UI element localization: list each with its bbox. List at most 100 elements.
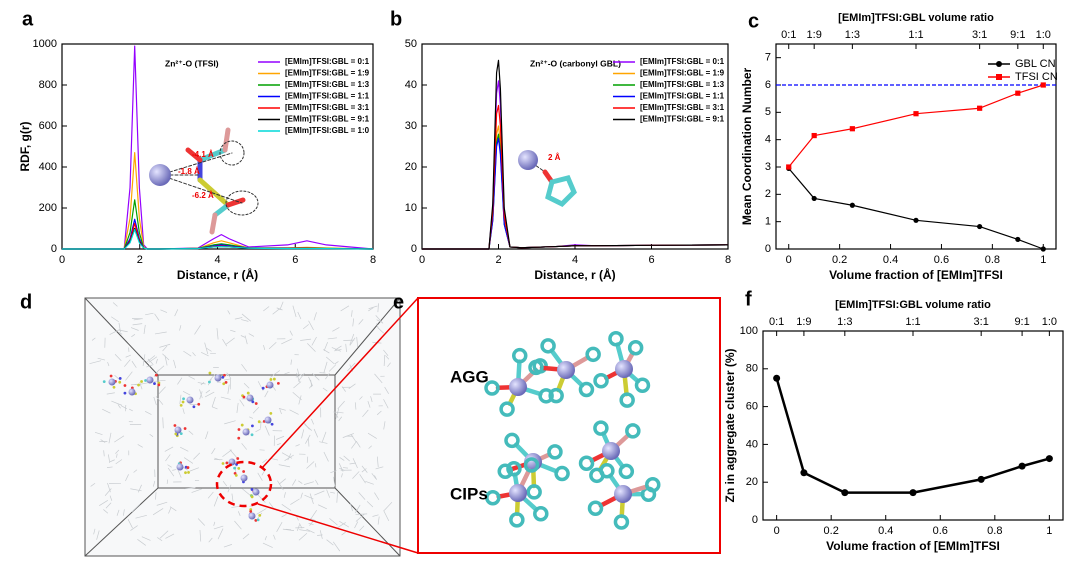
- zn-ion: [509, 378, 527, 396]
- solvent-stick: [270, 370, 280, 378]
- solvent-stick: [199, 391, 203, 400]
- solvent-stick: [383, 421, 386, 430]
- marker: [977, 105, 983, 111]
- solvent-stick: [332, 541, 341, 552]
- solvent-stick: [197, 382, 206, 385]
- x-tick-label: 1: [1040, 254, 1046, 266]
- ring: [526, 484, 542, 500]
- atom: [174, 432, 178, 436]
- solvent-stick: [336, 491, 338, 503]
- solvent-stick: [326, 539, 334, 546]
- solvent-stick: [333, 411, 344, 414]
- x2-tick-label: 9:1: [1010, 29, 1025, 41]
- solvent-stick: [276, 307, 283, 311]
- solvent-stick: [321, 431, 327, 443]
- solvent-stick: [231, 505, 241, 508]
- solvent-stick: [234, 520, 242, 530]
- solvent-stick: [328, 364, 337, 372]
- solvent-stick: [128, 408, 133, 412]
- legend-label: GBL CN: [1015, 58, 1056, 70]
- ring: [540, 338, 556, 354]
- solvent-stick: [192, 352, 196, 357]
- solvent-stick: [224, 378, 231, 381]
- y-axis-title: Zn in aggregate cluster (%): [723, 348, 737, 502]
- atom: [144, 379, 147, 382]
- solvent-stick: [306, 456, 309, 463]
- solvent-stick: [109, 459, 115, 463]
- solvent-stick: [365, 480, 374, 485]
- solvent-stick: [224, 420, 236, 425]
- solvent-stick: [117, 404, 121, 409]
- solvent-stick: [184, 487, 196, 490]
- solvent-stick: [343, 455, 350, 462]
- solvent-stick: [94, 431, 103, 435]
- marker: [841, 489, 849, 497]
- solvent-stick: [249, 416, 254, 419]
- solvent-stick: [111, 400, 122, 406]
- solvent-stick: [289, 330, 293, 336]
- solvent-stick: [112, 302, 118, 307]
- solvent-stick: [130, 488, 142, 492]
- atom: [183, 427, 187, 430]
- solvent-stick: [124, 359, 131, 367]
- solvent-stick: [127, 519, 133, 529]
- solvent-stick: [118, 331, 123, 335]
- solvent-stick: [257, 494, 266, 503]
- solvent-stick: [349, 462, 356, 465]
- solvent-stick: [322, 387, 328, 392]
- distance-label: 2 Å: [548, 153, 561, 162]
- atom: [251, 424, 254, 428]
- solvent-stick: [154, 331, 167, 335]
- solvent-stick: [313, 428, 319, 438]
- marker: [1018, 462, 1026, 470]
- solvent-stick: [358, 319, 364, 325]
- solvent-stick: [383, 501, 393, 511]
- zn-ion: [128, 388, 136, 396]
- solvent-stick: [385, 355, 390, 360]
- solvent-stick: [97, 357, 106, 361]
- legend-label: [EMIm]TFSI:GBL = 1:9: [640, 69, 725, 78]
- ring: [528, 359, 544, 376]
- solvent-stick: [106, 392, 115, 395]
- solvent-stick: [240, 335, 246, 338]
- solvent-stick: [108, 432, 112, 444]
- solvent-stick: [226, 337, 235, 345]
- atom: [184, 471, 187, 475]
- y-tick-label: 0: [411, 243, 417, 255]
- solvent-stick: [352, 471, 360, 479]
- solvent-stick: [256, 508, 267, 515]
- tfsi-molecule: [149, 127, 259, 235]
- atom: [242, 470, 246, 473]
- solvent-stick: [205, 389, 211, 394]
- solvent-stick: [292, 391, 302, 401]
- annotation: Zn²⁺-O (TFSI): [165, 58, 219, 68]
- solvent-stick: [231, 493, 234, 502]
- solvent-stick: [298, 533, 308, 541]
- solvent-stick: [377, 516, 380, 525]
- atom: [137, 383, 140, 387]
- atom: [250, 433, 254, 437]
- solvent-stick: [325, 372, 330, 380]
- ring: [506, 460, 522, 477]
- solvent-stick: [283, 492, 286, 498]
- atom: [208, 380, 211, 384]
- solvent-stick: [115, 449, 120, 454]
- zn-ion: [264, 416, 272, 424]
- solvent-stick: [115, 459, 123, 465]
- solvent-stick: [330, 491, 336, 494]
- x2-axis-title: [EMIm]TFSI:GBL volume ratio: [835, 299, 991, 311]
- x2-tick-label: 0:1: [769, 316, 784, 328]
- atom: [221, 375, 225, 379]
- x-tick-label: 8: [370, 254, 376, 266]
- solvent-stick: [345, 343, 347, 352]
- y-tick-label: 0: [51, 243, 57, 255]
- marker: [849, 126, 855, 132]
- solvent-stick: [143, 324, 146, 335]
- solvent-stick: [89, 360, 102, 364]
- solvent-stick: [241, 364, 248, 372]
- solvent-stick: [297, 311, 302, 320]
- atom: [123, 384, 127, 387]
- y-tick-label: 7: [765, 52, 771, 64]
- x-tick-label: 6: [292, 254, 298, 266]
- x-tick-label: 0: [59, 254, 65, 266]
